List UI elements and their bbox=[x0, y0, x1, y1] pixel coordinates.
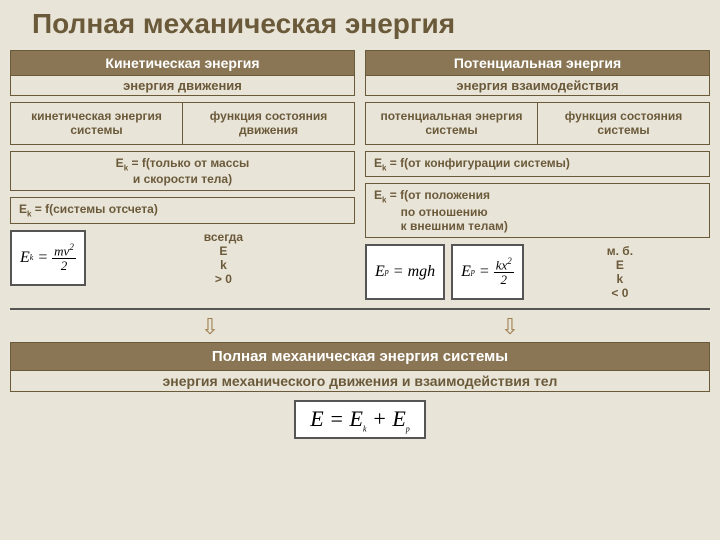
divider bbox=[10, 308, 710, 310]
columns: Кинетическая энергия энергия движения ки… bbox=[0, 50, 720, 300]
total-energy-formula: E = Ek + Ep bbox=[294, 400, 426, 439]
right-subheader: энергия взаимодействия bbox=[365, 76, 710, 96]
right-column: Потенциальная энергия энергия взаимодейс… bbox=[365, 50, 710, 300]
right-note: м. б.Ek < 0 bbox=[530, 244, 710, 300]
potential-formula-1: Ep = mgh bbox=[365, 244, 445, 300]
final-formula-row: E = Ek + Ep bbox=[0, 400, 720, 439]
left-func-1: Ek = f(только от массыи скорости тела) bbox=[10, 151, 355, 191]
left-cell-1: кинетическая энергия системы bbox=[10, 102, 183, 145]
left-column: Кинетическая энергия энергия движения ки… bbox=[10, 50, 355, 300]
left-note: всегдаEk > 0 bbox=[92, 230, 355, 286]
bottom-subheader: энергия механического движения и взаимод… bbox=[10, 371, 710, 392]
potential-formula-2: Ep = kx22 bbox=[451, 244, 524, 300]
right-header: Потенциальная энергия bbox=[365, 50, 710, 76]
right-cell-1: потенциальная энергия системы bbox=[365, 102, 538, 145]
right-func-1: Ek = f(от конфигурации системы) bbox=[365, 151, 710, 177]
page-title: Полная механическая энергия bbox=[0, 0, 720, 50]
down-arrow-icon: ⇩ bbox=[501, 314, 519, 340]
down-arrow-icon: ⇩ bbox=[201, 314, 219, 340]
kinetic-formula: Ek = mv22 bbox=[10, 230, 86, 286]
left-func-2: Ek = f(системы отсчета) bbox=[10, 197, 355, 223]
right-cell-2: функция состояния системы bbox=[538, 102, 710, 145]
left-cell-2: функция состояния движения bbox=[183, 102, 355, 145]
left-subheader: энергия движения bbox=[10, 76, 355, 96]
left-header: Кинетическая энергия bbox=[10, 50, 355, 76]
bottom-header: Полная механическая энергия системы bbox=[10, 342, 710, 371]
right-func-2: Ek = f(от положения по отношению к внешн… bbox=[365, 183, 710, 237]
arrows-row: ⇩ ⇩ bbox=[0, 314, 720, 340]
